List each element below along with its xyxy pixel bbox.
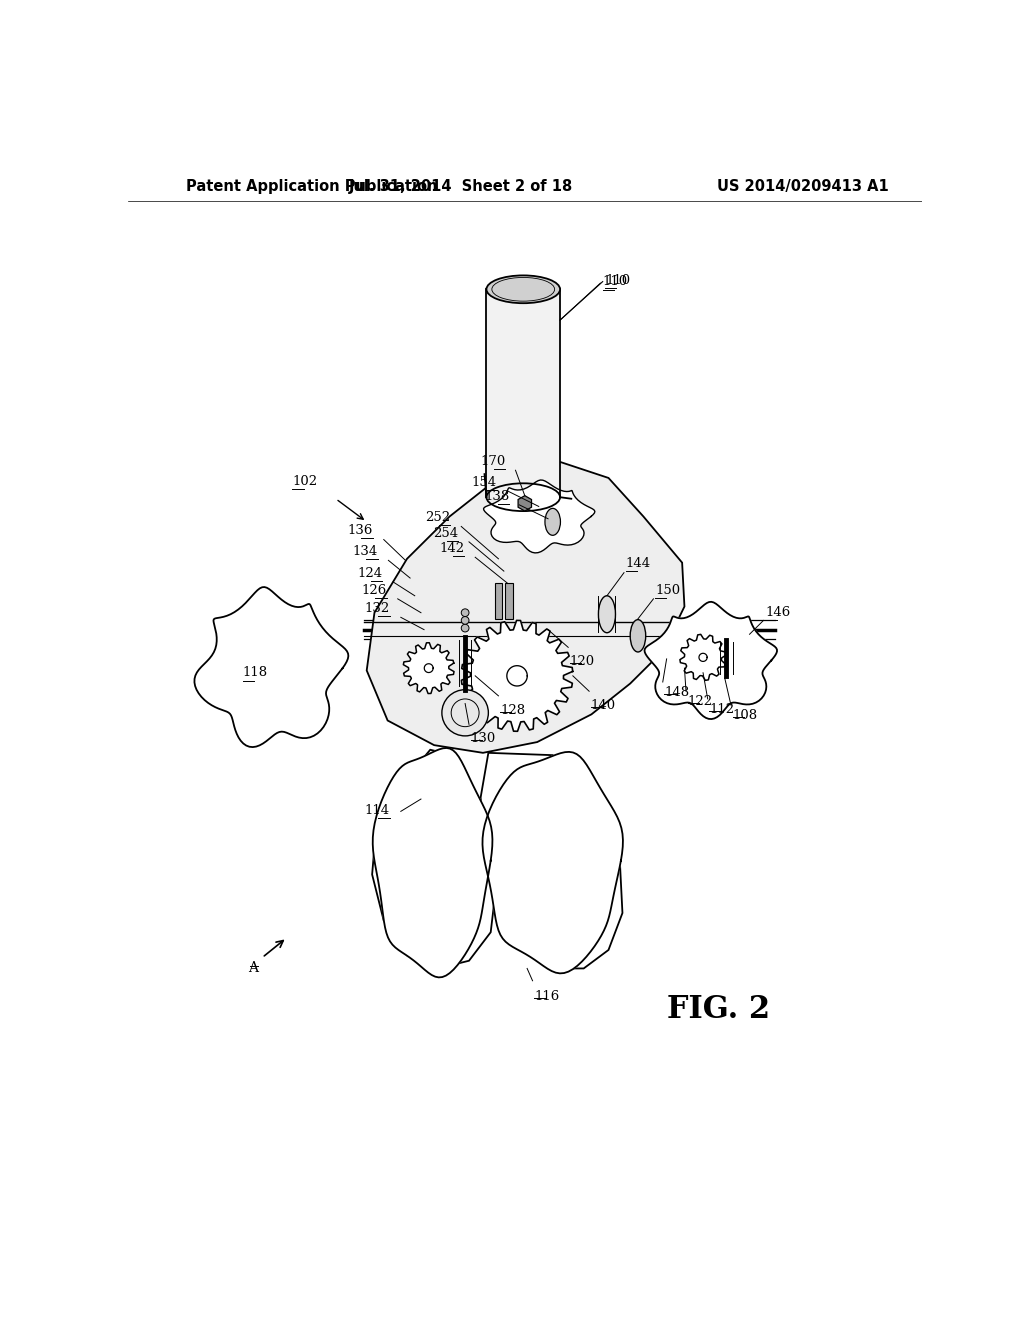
Polygon shape <box>373 748 493 977</box>
Ellipse shape <box>598 595 615 632</box>
Polygon shape <box>486 289 560 498</box>
Text: 252: 252 <box>425 511 451 524</box>
Text: 116: 116 <box>535 990 559 1003</box>
Text: 102: 102 <box>292 475 317 488</box>
Text: 110: 110 <box>603 275 628 288</box>
Polygon shape <box>483 480 595 553</box>
Circle shape <box>461 609 469 616</box>
Text: 148: 148 <box>665 686 689 698</box>
Text: 124: 124 <box>357 566 382 579</box>
Text: 132: 132 <box>365 602 390 615</box>
Text: 170: 170 <box>480 455 506 469</box>
Polygon shape <box>480 752 623 969</box>
Text: 150: 150 <box>655 583 680 597</box>
Polygon shape <box>495 583 503 619</box>
Polygon shape <box>372 750 496 969</box>
Polygon shape <box>482 752 623 973</box>
Text: 120: 120 <box>569 655 595 668</box>
Ellipse shape <box>486 276 560 304</box>
Text: 138: 138 <box>484 490 509 503</box>
Text: 126: 126 <box>361 583 387 597</box>
Text: FIG. 2: FIG. 2 <box>667 994 770 1024</box>
Text: 108: 108 <box>732 709 758 722</box>
Text: US 2014/0209413 A1: US 2014/0209413 A1 <box>717 180 889 194</box>
Text: 110: 110 <box>605 273 630 286</box>
Text: 112: 112 <box>710 702 734 715</box>
Ellipse shape <box>545 508 560 536</box>
Polygon shape <box>462 620 572 731</box>
Text: 142: 142 <box>439 543 464 554</box>
Polygon shape <box>644 602 777 719</box>
Text: Patent Application Publication: Patent Application Publication <box>186 180 437 194</box>
Text: 130: 130 <box>471 733 496 744</box>
Text: Jul. 31, 2014  Sheet 2 of 18: Jul. 31, 2014 Sheet 2 of 18 <box>349 180 573 194</box>
Text: 118: 118 <box>243 667 268 680</box>
Polygon shape <box>195 587 348 747</box>
Circle shape <box>442 689 488 737</box>
Text: 122: 122 <box>687 696 713 708</box>
Circle shape <box>461 616 469 624</box>
Text: 140: 140 <box>591 700 615 711</box>
Text: 254: 254 <box>433 527 458 540</box>
Text: 114: 114 <box>365 804 390 817</box>
Ellipse shape <box>630 619 646 652</box>
Text: 144: 144 <box>626 557 650 570</box>
Polygon shape <box>506 583 513 619</box>
Text: 134: 134 <box>352 545 378 558</box>
Text: 146: 146 <box>765 606 791 619</box>
Polygon shape <box>680 635 726 680</box>
Text: 136: 136 <box>347 524 373 537</box>
Polygon shape <box>367 459 684 752</box>
Circle shape <box>461 624 469 632</box>
Text: 128: 128 <box>500 704 525 717</box>
Polygon shape <box>403 643 454 693</box>
Text: 154: 154 <box>472 475 497 488</box>
Text: A: A <box>249 961 258 974</box>
Polygon shape <box>518 496 531 511</box>
